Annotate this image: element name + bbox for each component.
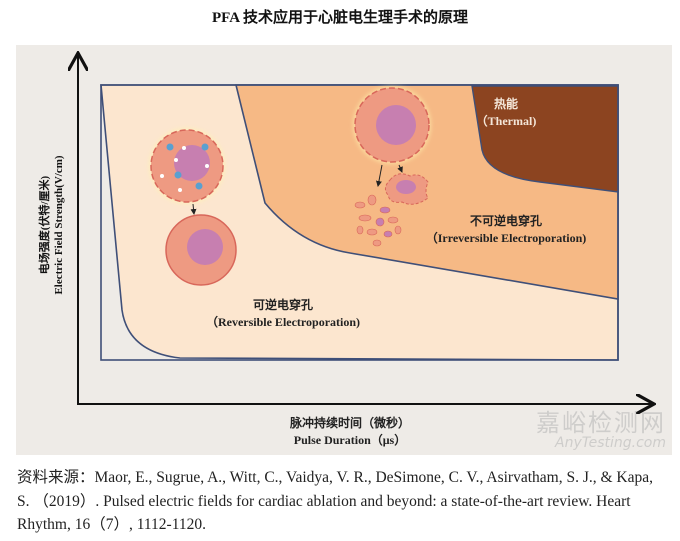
thermal-label-zh: 热能 <box>493 97 518 111</box>
watermark-en: AnyTesting.com <box>555 435 666 452</box>
irreversible-label: 不可逆电穿孔 （Irreversible Electroporation) <box>386 213 626 247</box>
apoptosis-arrow <box>397 164 403 173</box>
irreversible-cell <box>353 86 431 164</box>
recovery-arrow <box>190 203 197 215</box>
y-axis-label-en: Electric Field Strength(V/cm) <box>53 155 65 295</box>
thermal-label: 热能 （Thermal) <box>456 96 556 130</box>
y-axis-label-zh: 电场强度(伏特/厘米) <box>39 175 51 275</box>
necrosis-arrow <box>375 164 383 187</box>
diagram-frame <box>100 84 619 361</box>
porated-cell <box>149 128 225 204</box>
y-axis-label: 电场强度(伏特/厘米) Electric Field Strength(V/cm… <box>38 155 66 294</box>
shrunken-cell <box>384 173 429 205</box>
irreversible-label-zh: 不可逆电穿孔 <box>469 214 542 228</box>
x-axis-label: 脉冲持续时间（微秒） Pulse Duration（μs） <box>220 415 480 449</box>
irreversible-label-en: （Irreversible Electroporation) <box>425 231 587 245</box>
citation-text: Maor, E., Sugrue, A., Witt, C., Vaidya, … <box>17 469 653 533</box>
reversible-label: 可逆电穿孔 （Reversible Electroporation) <box>173 297 393 331</box>
thermal-label-en: （Thermal) <box>475 114 537 128</box>
watermark-zh: 嘉峪检测网 <box>536 409 666 437</box>
x-axis-label-en: Pulse Duration（μs） <box>293 433 407 447</box>
x-axis-label-zh: 脉冲持续时间（微秒） <box>289 416 410 430</box>
reversible-label-en: （Reversible Electroporation) <box>205 315 361 329</box>
reversible-label-zh: 可逆电穿孔 <box>252 298 313 312</box>
citation: 资料来源：Maor, E., Sugrue, A., Witt, C., Vai… <box>17 466 667 537</box>
watermark: 嘉峪检测网 AnyTesting.com <box>536 410 666 452</box>
cell-debris <box>354 194 402 247</box>
recovered-cell <box>165 214 237 286</box>
citation-prefix: 资料来源： <box>17 469 95 486</box>
thermal-region <box>471 85 619 193</box>
figure-title: PFA 技术应用于心脏电生理手术的原理 <box>212 10 468 26</box>
